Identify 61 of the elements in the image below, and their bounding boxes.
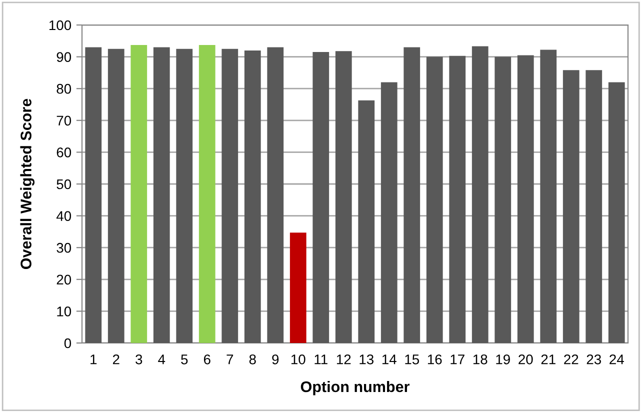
- bar: [540, 50, 557, 343]
- bar: [404, 47, 420, 343]
- x-tick-label: 10: [291, 354, 306, 364]
- x-tick-label: 13: [360, 354, 374, 364]
- x-tick-label: 11: [314, 354, 328, 364]
- x-tick-label: 12: [336, 354, 351, 364]
- y-tick-label: 20: [56, 274, 72, 285]
- bar: [130, 45, 148, 343]
- x-tick-label: 1: [90, 354, 97, 364]
- bar: [290, 232, 306, 343]
- y-tick-label: 90: [56, 52, 72, 62]
- bar: [335, 51, 352, 343]
- x-tick-label: 18: [473, 354, 488, 364]
- y-tick-label: 0: [64, 338, 72, 348]
- bar: [449, 56, 466, 343]
- y-tick-label: 10: [57, 306, 72, 316]
- x-tick-label: 21: [541, 354, 556, 364]
- x-tick-label: 14: [382, 354, 396, 364]
- y-tick-label: 70: [56, 116, 72, 126]
- bar: [472, 46, 488, 343]
- x-tick-label: 6: [204, 354, 210, 364]
- bar: [244, 50, 261, 343]
- y-tick-label: 40: [56, 211, 72, 221]
- bar: [562, 70, 580, 343]
- x-tick-label: 20: [518, 354, 533, 364]
- x-tick-label: 2: [112, 354, 120, 364]
- y-axis-title: Overall Weighted Score: [20, 98, 35, 269]
- y-tick-label: 30: [56, 242, 72, 253]
- bar: [358, 100, 375, 343]
- x-tick-label: 9: [272, 354, 279, 364]
- bar: [85, 47, 102, 343]
- x-tick-label: 16: [428, 354, 442, 364]
- bar: [222, 48, 238, 343]
- bar: [380, 82, 398, 343]
- bar: [517, 55, 534, 343]
- bar: [608, 82, 625, 343]
- y-tick-label: 60: [56, 148, 72, 158]
- x-tick-label: 23: [586, 354, 601, 364]
- bar: [586, 70, 602, 343]
- x-tick-label: 8: [249, 354, 256, 364]
- x-tick-label: 19: [496, 354, 510, 364]
- y-tick-label: 100: [49, 20, 72, 30]
- x-tick-label: 7: [226, 354, 234, 364]
- x-axis-title: Option number: [300, 380, 410, 396]
- y-tick-label: 50: [56, 179, 72, 190]
- bar: [267, 47, 284, 343]
- bar: [198, 45, 216, 343]
- bar: [108, 48, 124, 343]
- bar: [494, 56, 512, 343]
- bar: [153, 47, 170, 343]
- x-tick-label: 24: [610, 354, 624, 364]
- x-tick-label: 3: [136, 354, 142, 364]
- x-tick-label: 15: [405, 354, 420, 364]
- x-tick-label: 17: [450, 354, 464, 364]
- x-tick-label: 4: [158, 354, 166, 364]
- x-tick-label: 22: [564, 354, 578, 364]
- y-tick-label: 80: [56, 84, 72, 94]
- bar: [312, 52, 330, 343]
- bar: [176, 48, 193, 343]
- x-tick-label: 5: [181, 354, 188, 364]
- bar: [426, 56, 443, 343]
